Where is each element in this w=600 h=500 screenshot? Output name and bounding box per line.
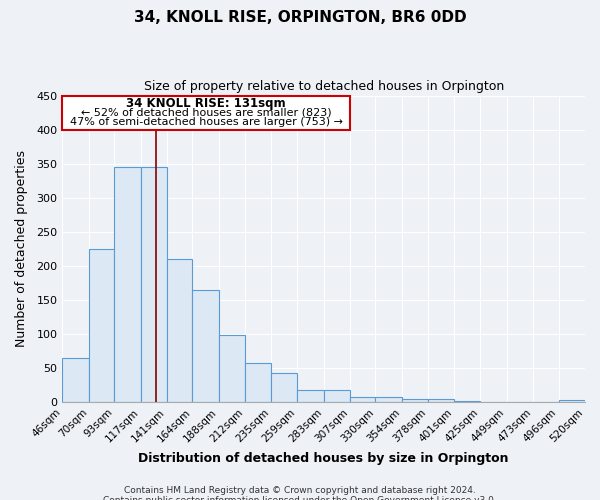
- X-axis label: Distribution of detached houses by size in Orpington: Distribution of detached houses by size …: [139, 452, 509, 465]
- Text: 34, KNOLL RISE, ORPINGTON, BR6 0DD: 34, KNOLL RISE, ORPINGTON, BR6 0DD: [134, 10, 466, 25]
- Bar: [271, 372, 297, 402]
- Title: Size of property relative to detached houses in Orpington: Size of property relative to detached ho…: [143, 80, 504, 93]
- Bar: [193, 290, 219, 402]
- Bar: [376, 396, 402, 402]
- Bar: [559, 400, 585, 402]
- Bar: [350, 396, 376, 402]
- Bar: [140, 167, 167, 402]
- Bar: [89, 250, 114, 402]
- FancyBboxPatch shape: [62, 96, 350, 130]
- Y-axis label: Number of detached properties: Number of detached properties: [15, 150, 28, 348]
- Text: ← 52% of detached houses are smaller (823): ← 52% of detached houses are smaller (82…: [81, 108, 332, 118]
- Bar: [114, 167, 140, 402]
- Bar: [297, 390, 323, 402]
- Bar: [219, 335, 245, 402]
- Text: Contains public sector information licensed under the Open Government Licence v3: Contains public sector information licen…: [103, 496, 497, 500]
- Bar: [428, 398, 454, 402]
- Bar: [62, 358, 89, 402]
- Bar: [323, 390, 350, 402]
- Bar: [167, 259, 193, 402]
- Text: Contains HM Land Registry data © Crown copyright and database right 2024.: Contains HM Land Registry data © Crown c…: [124, 486, 476, 495]
- Text: 47% of semi-detached houses are larger (753) →: 47% of semi-detached houses are larger (…: [70, 117, 343, 127]
- Bar: [402, 398, 428, 402]
- Bar: [245, 363, 271, 402]
- Bar: [454, 400, 480, 402]
- Text: 34 KNOLL RISE: 131sqm: 34 KNOLL RISE: 131sqm: [127, 96, 286, 110]
